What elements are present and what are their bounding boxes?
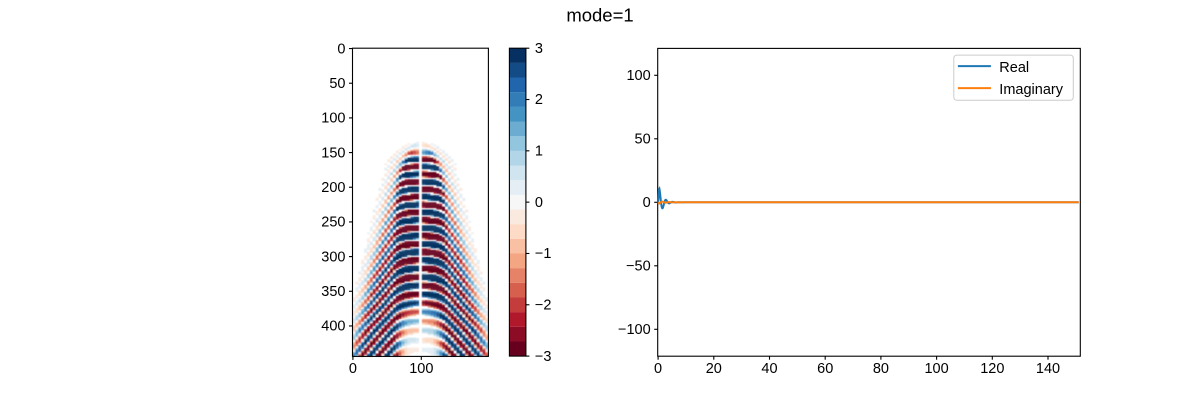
svg-text:60: 60 xyxy=(817,361,833,377)
svg-text:150: 150 xyxy=(321,145,345,161)
svg-text:3: 3 xyxy=(535,41,543,57)
svg-text:250: 250 xyxy=(321,215,345,231)
svg-text:−50: −50 xyxy=(626,259,651,275)
svg-text:0: 0 xyxy=(337,41,345,57)
svg-text:400: 400 xyxy=(321,319,345,335)
svg-text:50: 50 xyxy=(635,132,651,148)
svg-text:−100: −100 xyxy=(618,322,651,338)
svg-text:350: 350 xyxy=(321,284,345,300)
svg-text:80: 80 xyxy=(873,361,889,377)
svg-text:20: 20 xyxy=(706,361,722,377)
svg-text:Real: Real xyxy=(999,60,1029,76)
svg-text:0: 0 xyxy=(643,195,651,211)
svg-text:100: 100 xyxy=(626,68,650,84)
svg-text:0: 0 xyxy=(654,361,662,377)
svg-text:Imaginary: Imaginary xyxy=(999,82,1063,98)
svg-text:−3: −3 xyxy=(535,349,552,365)
svg-text:50: 50 xyxy=(329,76,345,92)
svg-text:2: 2 xyxy=(535,92,543,108)
svg-text:0: 0 xyxy=(535,195,543,211)
svg-text:200: 200 xyxy=(321,180,345,196)
svg-text:140: 140 xyxy=(1036,361,1060,377)
svg-text:100: 100 xyxy=(409,361,433,377)
svg-text:−1: −1 xyxy=(535,246,552,262)
svg-text:300: 300 xyxy=(321,249,345,265)
svg-text:100: 100 xyxy=(924,361,948,377)
svg-text:100: 100 xyxy=(321,111,345,127)
svg-text:−2: −2 xyxy=(535,297,552,313)
svg-text:0: 0 xyxy=(349,361,357,377)
svg-text:120: 120 xyxy=(980,361,1004,377)
svg-text:mode=1: mode=1 xyxy=(566,5,633,26)
svg-text:1: 1 xyxy=(535,144,543,160)
svg-text:40: 40 xyxy=(761,361,777,377)
